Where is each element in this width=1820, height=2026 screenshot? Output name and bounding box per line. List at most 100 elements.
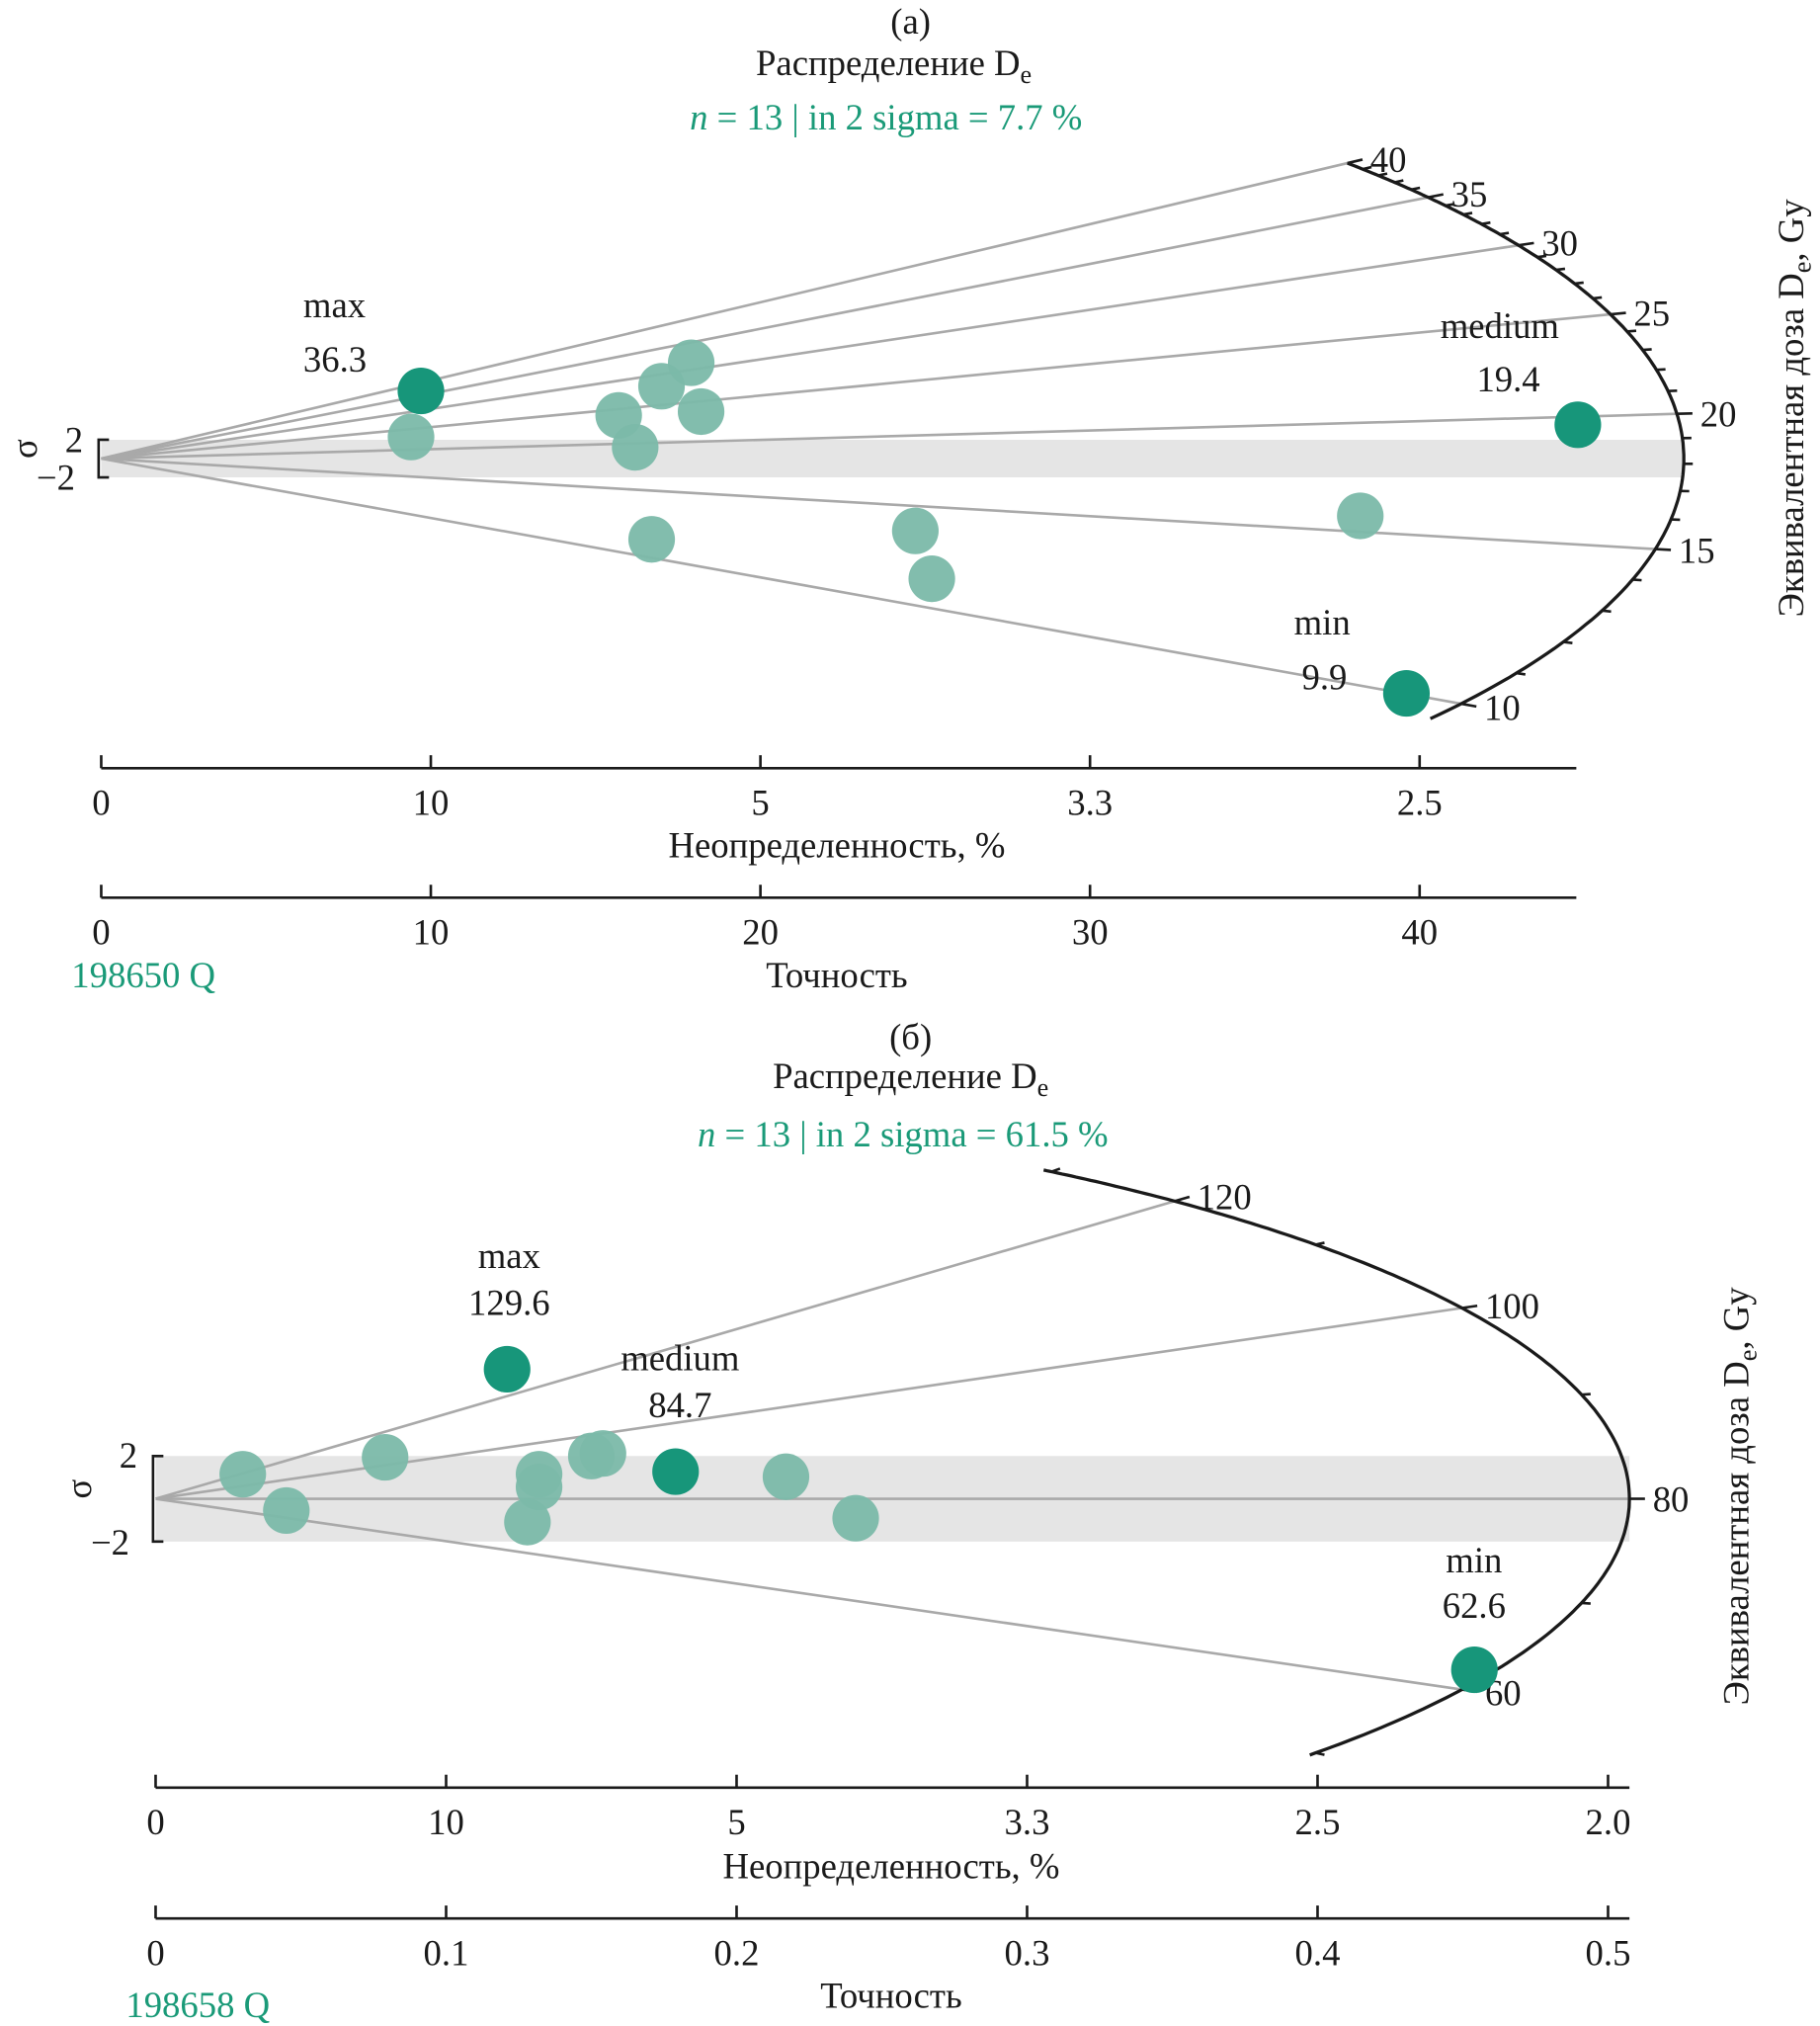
sigma-tick-2: 2 — [65, 419, 83, 460]
dose-tick — [1445, 203, 1455, 208]
max-value: 36.3 — [303, 339, 367, 380]
precision-tick-label: 0.2 — [714, 1932, 760, 1973]
dose-tick — [1481, 220, 1491, 226]
min-value: 9.9 — [1301, 656, 1347, 697]
dose-tick — [1410, 186, 1421, 192]
dose-tick — [1050, 1167, 1061, 1173]
dose-tick — [1610, 311, 1626, 316]
precision-tick-label: 10 — [413, 912, 450, 953]
data-point — [387, 413, 435, 461]
dose-tick — [1315, 1241, 1325, 1246]
highlight-point — [1382, 669, 1431, 718]
dose-tick — [1516, 671, 1527, 676]
dose-ray-20 — [101, 412, 1678, 461]
precision-axis-label: Точность — [766, 955, 907, 995]
uncertainty-axis-label: Неопределенность, % — [723, 1846, 1060, 1887]
medium-label: medium — [1441, 305, 1559, 346]
dose-tick — [1315, 1751, 1325, 1756]
dose-ray-25 — [101, 312, 1612, 461]
dose-tick — [1460, 702, 1477, 709]
data-point — [219, 1451, 267, 1498]
dose-tick — [1174, 1195, 1191, 1203]
dose-tick — [1555, 267, 1566, 272]
chart-title: Распределение De — [756, 42, 1032, 89]
panel-label: (a) — [890, 1, 931, 42]
dose-tick-label: 40 — [1370, 139, 1407, 180]
uncertainty-tick-label: 10 — [413, 782, 450, 822]
highlight-point — [652, 1448, 700, 1495]
plot-area: 10 15 20 25 30 35 40 0 10 5 3.3 2.5 0 10 20 30 40 — [92, 139, 1736, 953]
precision-tick-label: 0 — [146, 1932, 164, 1973]
sigma-label: σ — [4, 439, 44, 459]
max-value: 129.6 — [468, 1282, 550, 1322]
dose-tick-label: 35 — [1451, 174, 1488, 214]
dose-tick-label: 10 — [1484, 687, 1521, 727]
sigma-bracket — [151, 1454, 164, 1544]
dose-tick — [1362, 165, 1372, 171]
dose-tick-label: 30 — [1541, 223, 1578, 264]
uncertainty-tick-label: 2.5 — [1397, 782, 1443, 822]
panel-label: (б) — [889, 1017, 932, 1057]
min-value: 62.6 — [1443, 1585, 1506, 1626]
sample-label: 198650 Q — [71, 955, 215, 995]
dose-tick-label: 100 — [1485, 1286, 1539, 1326]
highlight-point — [1554, 401, 1602, 449]
medium-value: 84.7 — [648, 1385, 711, 1425]
precision-tick-label: 0.4 — [1295, 1932, 1341, 1973]
dose-tick — [1428, 193, 1445, 199]
dose-ray-30 — [101, 243, 1520, 461]
medium-value: 19.4 — [1476, 359, 1539, 399]
data-point — [667, 339, 715, 386]
dose-ray-35 — [101, 196, 1429, 461]
highlight-point — [483, 1345, 531, 1393]
precision-axis-label: Точность — [820, 1976, 961, 2016]
dose-tick — [1377, 172, 1388, 177]
dose-ray-120 — [155, 1200, 1176, 1500]
dose-tick — [1581, 1393, 1591, 1396]
dose-tick-label: 80 — [1653, 1479, 1690, 1520]
data-point — [908, 555, 955, 603]
dose-tick — [1536, 254, 1547, 259]
dose-tick-label: 25 — [1633, 293, 1670, 333]
two-sigma-band — [101, 439, 1685, 478]
dose-tick — [1563, 640, 1573, 644]
dose-tick — [1602, 609, 1612, 614]
uncertainty-tick-label: 5 — [727, 1802, 745, 1842]
max-label: max — [478, 1235, 540, 1276]
dose-tick — [1592, 295, 1603, 300]
sigma-tick-minus2: −2 — [91, 1522, 129, 1562]
min-label: min — [1446, 1540, 1502, 1580]
dose-tick — [1462, 211, 1473, 216]
data-point — [677, 387, 725, 436]
dose-ray-15 — [101, 457, 1656, 550]
data-point — [1337, 492, 1384, 540]
dose-tick — [1461, 1304, 1478, 1309]
precision-tick-label: 0 — [92, 912, 110, 953]
dose-tick-label: 20 — [1700, 393, 1737, 434]
precision-tick-label: 20 — [742, 912, 779, 953]
highlight-point — [397, 367, 445, 415]
data-point — [612, 424, 659, 471]
data-point — [263, 1486, 310, 1535]
data-point — [891, 507, 939, 554]
chart-title: Распределение De — [773, 1055, 1048, 1102]
medium-label: medium — [620, 1338, 739, 1379]
panel-a: 10 15 20 25 30 35 40 0 10 5 3.3 2.5 0 10 20 30 40 (a) Ра… — [4, 1, 1817, 995]
dose-tick-label: 120 — [1198, 1176, 1252, 1217]
dose-tick — [1642, 348, 1652, 352]
dose-axis-label: Эквивалентная доза De, Gy — [1771, 199, 1817, 618]
sigma-tick-2: 2 — [120, 1435, 137, 1476]
highlight-point — [1450, 1646, 1498, 1694]
uncertainty-tick-label: 0 — [92, 782, 110, 822]
data-point — [627, 516, 676, 563]
sigma-tick-minus2: −2 — [37, 457, 75, 497]
sample-label: 198658 Q — [125, 1984, 270, 2025]
uncertainty-tick-label: 2.5 — [1295, 1802, 1341, 1842]
data-point — [515, 1464, 563, 1511]
precision-tick-label: 0.3 — [1005, 1932, 1050, 1973]
precision-tick-label: 0.1 — [424, 1932, 469, 1973]
uncertainty-tick-label: 3.3 — [1067, 782, 1113, 822]
